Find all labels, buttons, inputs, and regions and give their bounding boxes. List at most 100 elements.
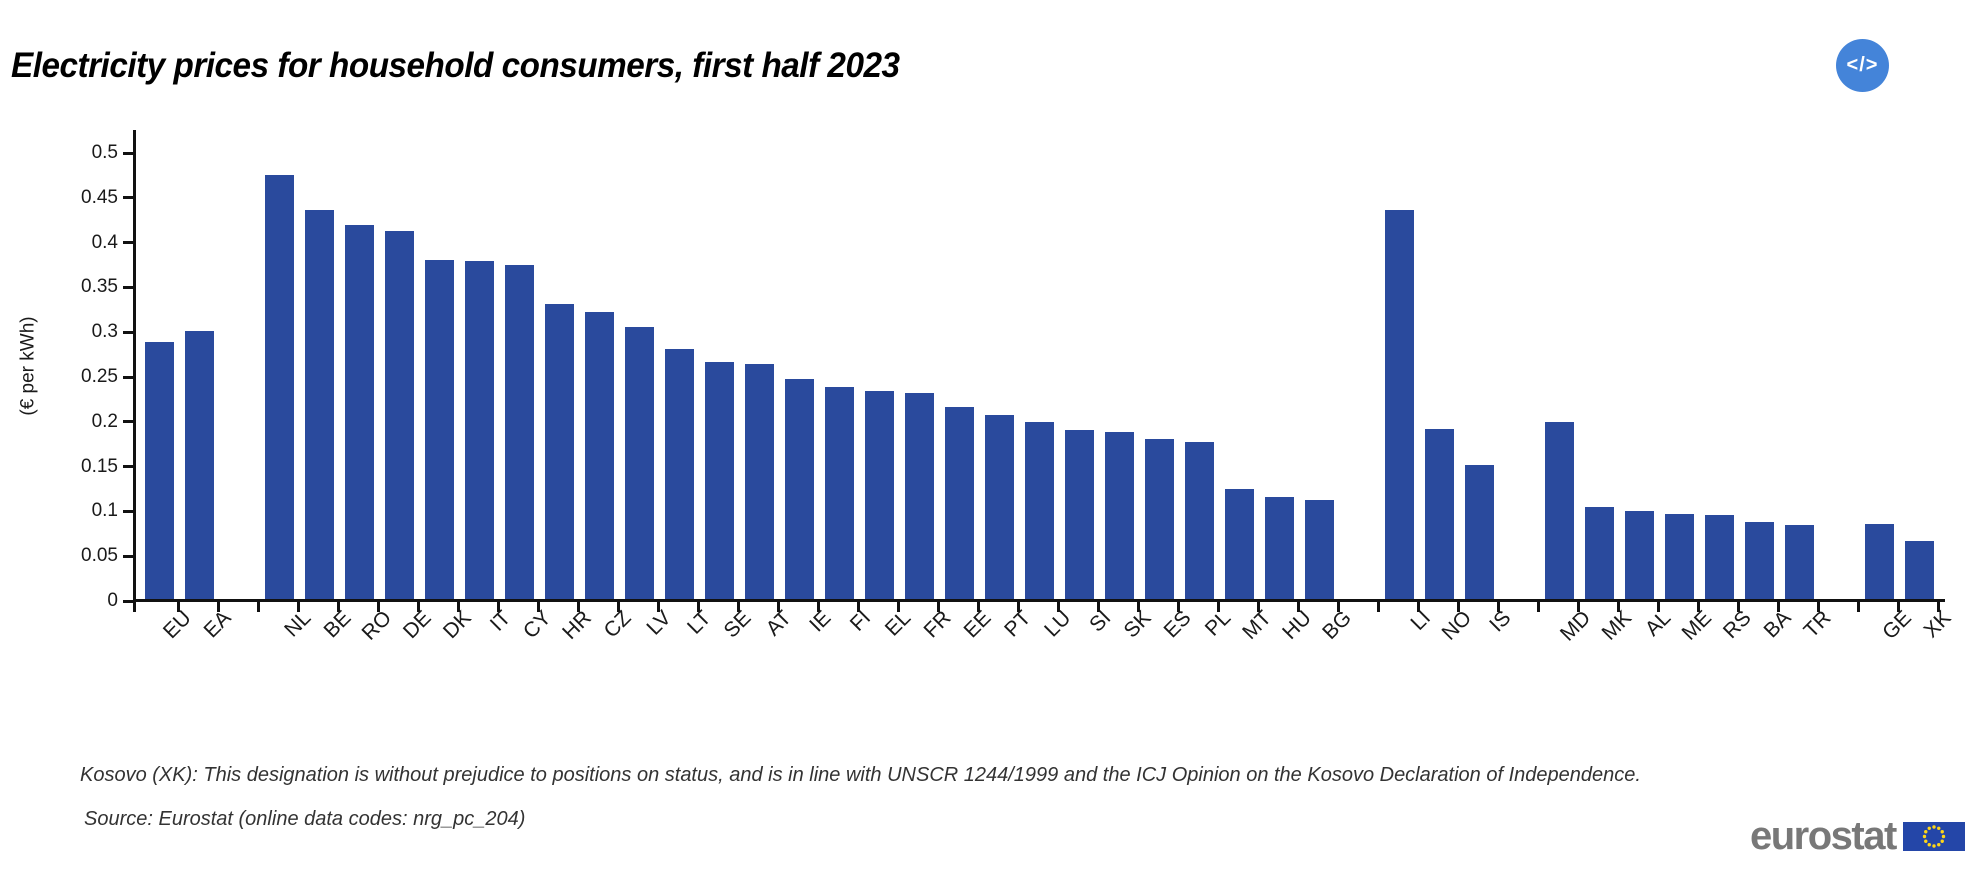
x-label-EE: EE bbox=[959, 606, 996, 643]
bar-SI[interactable] bbox=[1065, 430, 1094, 601]
bar-CZ[interactable] bbox=[585, 312, 614, 601]
x-tick bbox=[497, 602, 500, 612]
x-label-RS: RS bbox=[1718, 606, 1756, 644]
bar-EE[interactable] bbox=[945, 407, 974, 601]
bar-ES[interactable] bbox=[1145, 439, 1174, 601]
embed-code-button[interactable]: </> bbox=[1836, 39, 1889, 92]
bar-SK[interactable] bbox=[1105, 432, 1134, 601]
bar-LV[interactable] bbox=[625, 327, 654, 601]
eu-flag-icon bbox=[1902, 821, 1965, 851]
x-tick bbox=[737, 602, 740, 612]
x-tick bbox=[1377, 602, 1380, 612]
bar-IT[interactable] bbox=[465, 261, 494, 601]
x-label-ES: ES bbox=[1159, 606, 1196, 643]
x-label-MT: MT bbox=[1237, 606, 1276, 645]
y-tick-0.3 bbox=[123, 330, 133, 334]
x-label-LV: LV bbox=[642, 606, 676, 640]
source-note: Source: Eurostat (online data codes: nrg… bbox=[84, 808, 526, 830]
bar-NO[interactable] bbox=[1425, 429, 1454, 601]
x-tick bbox=[697, 602, 700, 612]
bar-AT[interactable] bbox=[745, 364, 774, 601]
bar-LI[interactable] bbox=[1385, 210, 1414, 601]
x-label-BE: BE bbox=[319, 606, 356, 643]
y-tick-0.5 bbox=[123, 151, 133, 155]
x-label-DE: DE bbox=[398, 606, 436, 644]
y-tick-label-0: 0 bbox=[107, 590, 118, 611]
x-tick bbox=[1137, 602, 1140, 612]
x-tick bbox=[1177, 602, 1180, 612]
bar-MK[interactable] bbox=[1585, 507, 1614, 601]
x-label-BG: BG bbox=[1317, 606, 1356, 645]
bar-MT[interactable] bbox=[1225, 489, 1254, 601]
x-label-HR: HR bbox=[557, 606, 596, 645]
x-label-EA: EA bbox=[199, 606, 236, 643]
bar-TR[interactable] bbox=[1785, 525, 1814, 601]
x-tick bbox=[577, 602, 580, 612]
y-tick-label-0.05: 0.05 bbox=[81, 545, 118, 567]
x-label-MK: MK bbox=[1597, 606, 1636, 645]
x-tick bbox=[417, 602, 420, 612]
x-label-CY: CY bbox=[518, 606, 556, 644]
bar-HR[interactable] bbox=[545, 304, 574, 601]
bar-RS[interactable] bbox=[1705, 515, 1734, 601]
eurostat-logo: eurostat bbox=[1750, 814, 1965, 858]
bar-DE[interactable] bbox=[385, 231, 414, 601]
eurostat-logo-text: eurostat bbox=[1750, 814, 1897, 858]
x-tick bbox=[1057, 602, 1060, 612]
bar-IE[interactable] bbox=[785, 379, 814, 601]
x-tick bbox=[1217, 602, 1220, 612]
bar-AL[interactable] bbox=[1625, 511, 1654, 601]
x-label-LT: LT bbox=[683, 606, 716, 639]
x-label-SK: SK bbox=[1119, 606, 1156, 643]
x-tick bbox=[1017, 602, 1020, 612]
bar-FR[interactable] bbox=[905, 393, 934, 601]
bar-FI[interactable] bbox=[825, 387, 854, 601]
y-tick-label-0.15: 0.15 bbox=[81, 455, 118, 477]
bar-SE[interactable] bbox=[705, 362, 734, 601]
x-tick bbox=[1537, 602, 1540, 612]
y-tick-0.15 bbox=[123, 465, 133, 469]
bar-PT[interactable] bbox=[985, 415, 1014, 601]
bar-BA[interactable] bbox=[1745, 522, 1774, 601]
x-label-XK: XK bbox=[1919, 606, 1956, 643]
x-tick bbox=[537, 602, 540, 612]
bar-NL[interactable] bbox=[265, 175, 294, 601]
bar-LT[interactable] bbox=[665, 349, 694, 601]
x-label-AL: AL bbox=[1641, 606, 1676, 641]
bar-ME[interactable] bbox=[1665, 514, 1694, 601]
bar-BE[interactable] bbox=[305, 210, 334, 601]
y-tick-0.05 bbox=[123, 554, 133, 558]
x-tick bbox=[337, 602, 340, 612]
bar-GE[interactable] bbox=[1865, 524, 1894, 601]
bar-CY[interactable] bbox=[505, 265, 534, 601]
bar-EL[interactable] bbox=[865, 391, 894, 601]
bar-BG[interactable] bbox=[1305, 500, 1334, 601]
x-label-NL: NL bbox=[280, 606, 316, 642]
x-tick bbox=[1577, 602, 1580, 612]
x-tick bbox=[1857, 602, 1860, 612]
bar-RO[interactable] bbox=[345, 225, 374, 601]
y-tick-0.2 bbox=[123, 420, 133, 424]
x-label-NO: NO bbox=[1437, 606, 1476, 645]
bar-EA[interactable] bbox=[185, 331, 214, 601]
bar-IS[interactable] bbox=[1465, 465, 1494, 601]
y-tick-label-0.25: 0.25 bbox=[81, 366, 118, 387]
x-label-IE: IE bbox=[805, 606, 836, 637]
x-label-ME: ME bbox=[1677, 606, 1716, 645]
bar-XK[interactable] bbox=[1905, 541, 1934, 601]
y-tick-label-0.5: 0.5 bbox=[91, 142, 118, 163]
bar-LU[interactable] bbox=[1025, 422, 1054, 601]
y-tick-0.4 bbox=[123, 241, 133, 245]
x-tick bbox=[177, 602, 180, 612]
bar-HU[interactable] bbox=[1265, 497, 1294, 601]
bar-DK[interactable] bbox=[425, 260, 454, 601]
bar-MD[interactable] bbox=[1545, 422, 1574, 601]
x-tick bbox=[1297, 602, 1300, 612]
bar-PL[interactable] bbox=[1185, 442, 1214, 601]
x-label-HU: HU bbox=[1277, 606, 1316, 645]
x-label-AT: AT bbox=[761, 606, 796, 641]
x-label-BA: BA bbox=[1759, 606, 1796, 643]
bar-EU[interactable] bbox=[145, 342, 174, 601]
x-tick bbox=[657, 602, 660, 612]
x-label-PT: PT bbox=[1000, 606, 1036, 642]
